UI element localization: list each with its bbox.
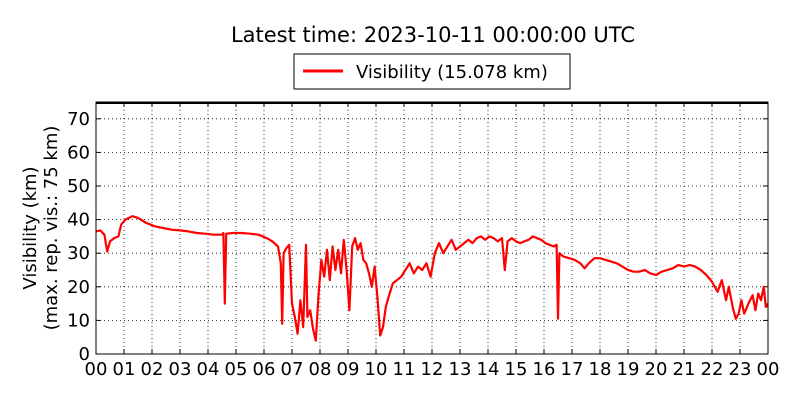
y-tick-label: 50 <box>67 176 90 197</box>
x-tick-label: 10 <box>365 359 388 380</box>
x-tick-label: 18 <box>589 359 612 380</box>
y-tick-label: 60 <box>67 142 90 163</box>
x-tick-label: 08 <box>309 359 332 380</box>
x-tick-label: 16 <box>533 359 556 380</box>
x-tick-label: 12 <box>421 359 444 380</box>
x-tick-label: 00 <box>85 359 108 380</box>
x-tick-label: 01 <box>113 359 136 380</box>
x-tick-label: 17 <box>561 359 584 380</box>
x-tick-label: 07 <box>281 359 304 380</box>
x-tick-label: 02 <box>141 359 164 380</box>
x-tick-label: 19 <box>617 359 640 380</box>
axis-ticks <box>95 102 769 355</box>
legend-label: Visibility (15.078 km) <box>356 62 548 83</box>
x-tick-label: 14 <box>477 359 500 380</box>
y-axis-label-line2: (max. rep. vis.: 75 km) <box>41 126 62 331</box>
legend: Visibility (15.078 km) <box>293 53 571 90</box>
y-tick-label: 70 <box>67 109 90 130</box>
y-tick-labels: 0 10 20 30 40 50 60 70 <box>67 109 90 365</box>
x-tick-label: 00 <box>757 359 780 380</box>
x-tick-label: 06 <box>253 359 276 380</box>
y-tick-label: 10 <box>67 310 90 331</box>
x-tick-label: 13 <box>449 359 472 380</box>
y-tick-label: 40 <box>67 210 90 231</box>
x-tick-label: 20 <box>645 359 668 380</box>
x-tick-label: 23 <box>729 359 752 380</box>
y-tick-label: 30 <box>67 243 90 264</box>
y-axis-label-line1: Visibility (km) <box>20 166 41 289</box>
chart-title: Latest time: 2023-10-11 00:00:00 UTC <box>231 23 635 47</box>
series-layer <box>95 215 769 342</box>
x-tick-label: 11 <box>393 359 416 380</box>
grid-lines <box>96 102 768 354</box>
y-tick-label: 0 <box>79 344 90 365</box>
y-tick-label: 20 <box>67 277 90 298</box>
x-tick-label: 15 <box>505 359 528 380</box>
x-tick-label: 22 <box>701 359 724 380</box>
x-tick-label: 21 <box>673 359 696 380</box>
x-tick-labels: 00 01 02 03 04 05 06 07 08 09 10 11 12 13 14 15 16 17 18 19… <box>85 359 780 380</box>
x-tick-label: 03 <box>169 359 192 380</box>
x-tick-label: 09 <box>337 359 360 380</box>
series-line-visibility <box>95 215 769 342</box>
plot-frame <box>95 101 769 355</box>
y-axis-label: Visibility (km) (max. rep. vis.: 75 km) <box>20 126 62 331</box>
x-tick-label: 04 <box>197 359 220 380</box>
x-tick-label: 05 <box>225 359 248 380</box>
